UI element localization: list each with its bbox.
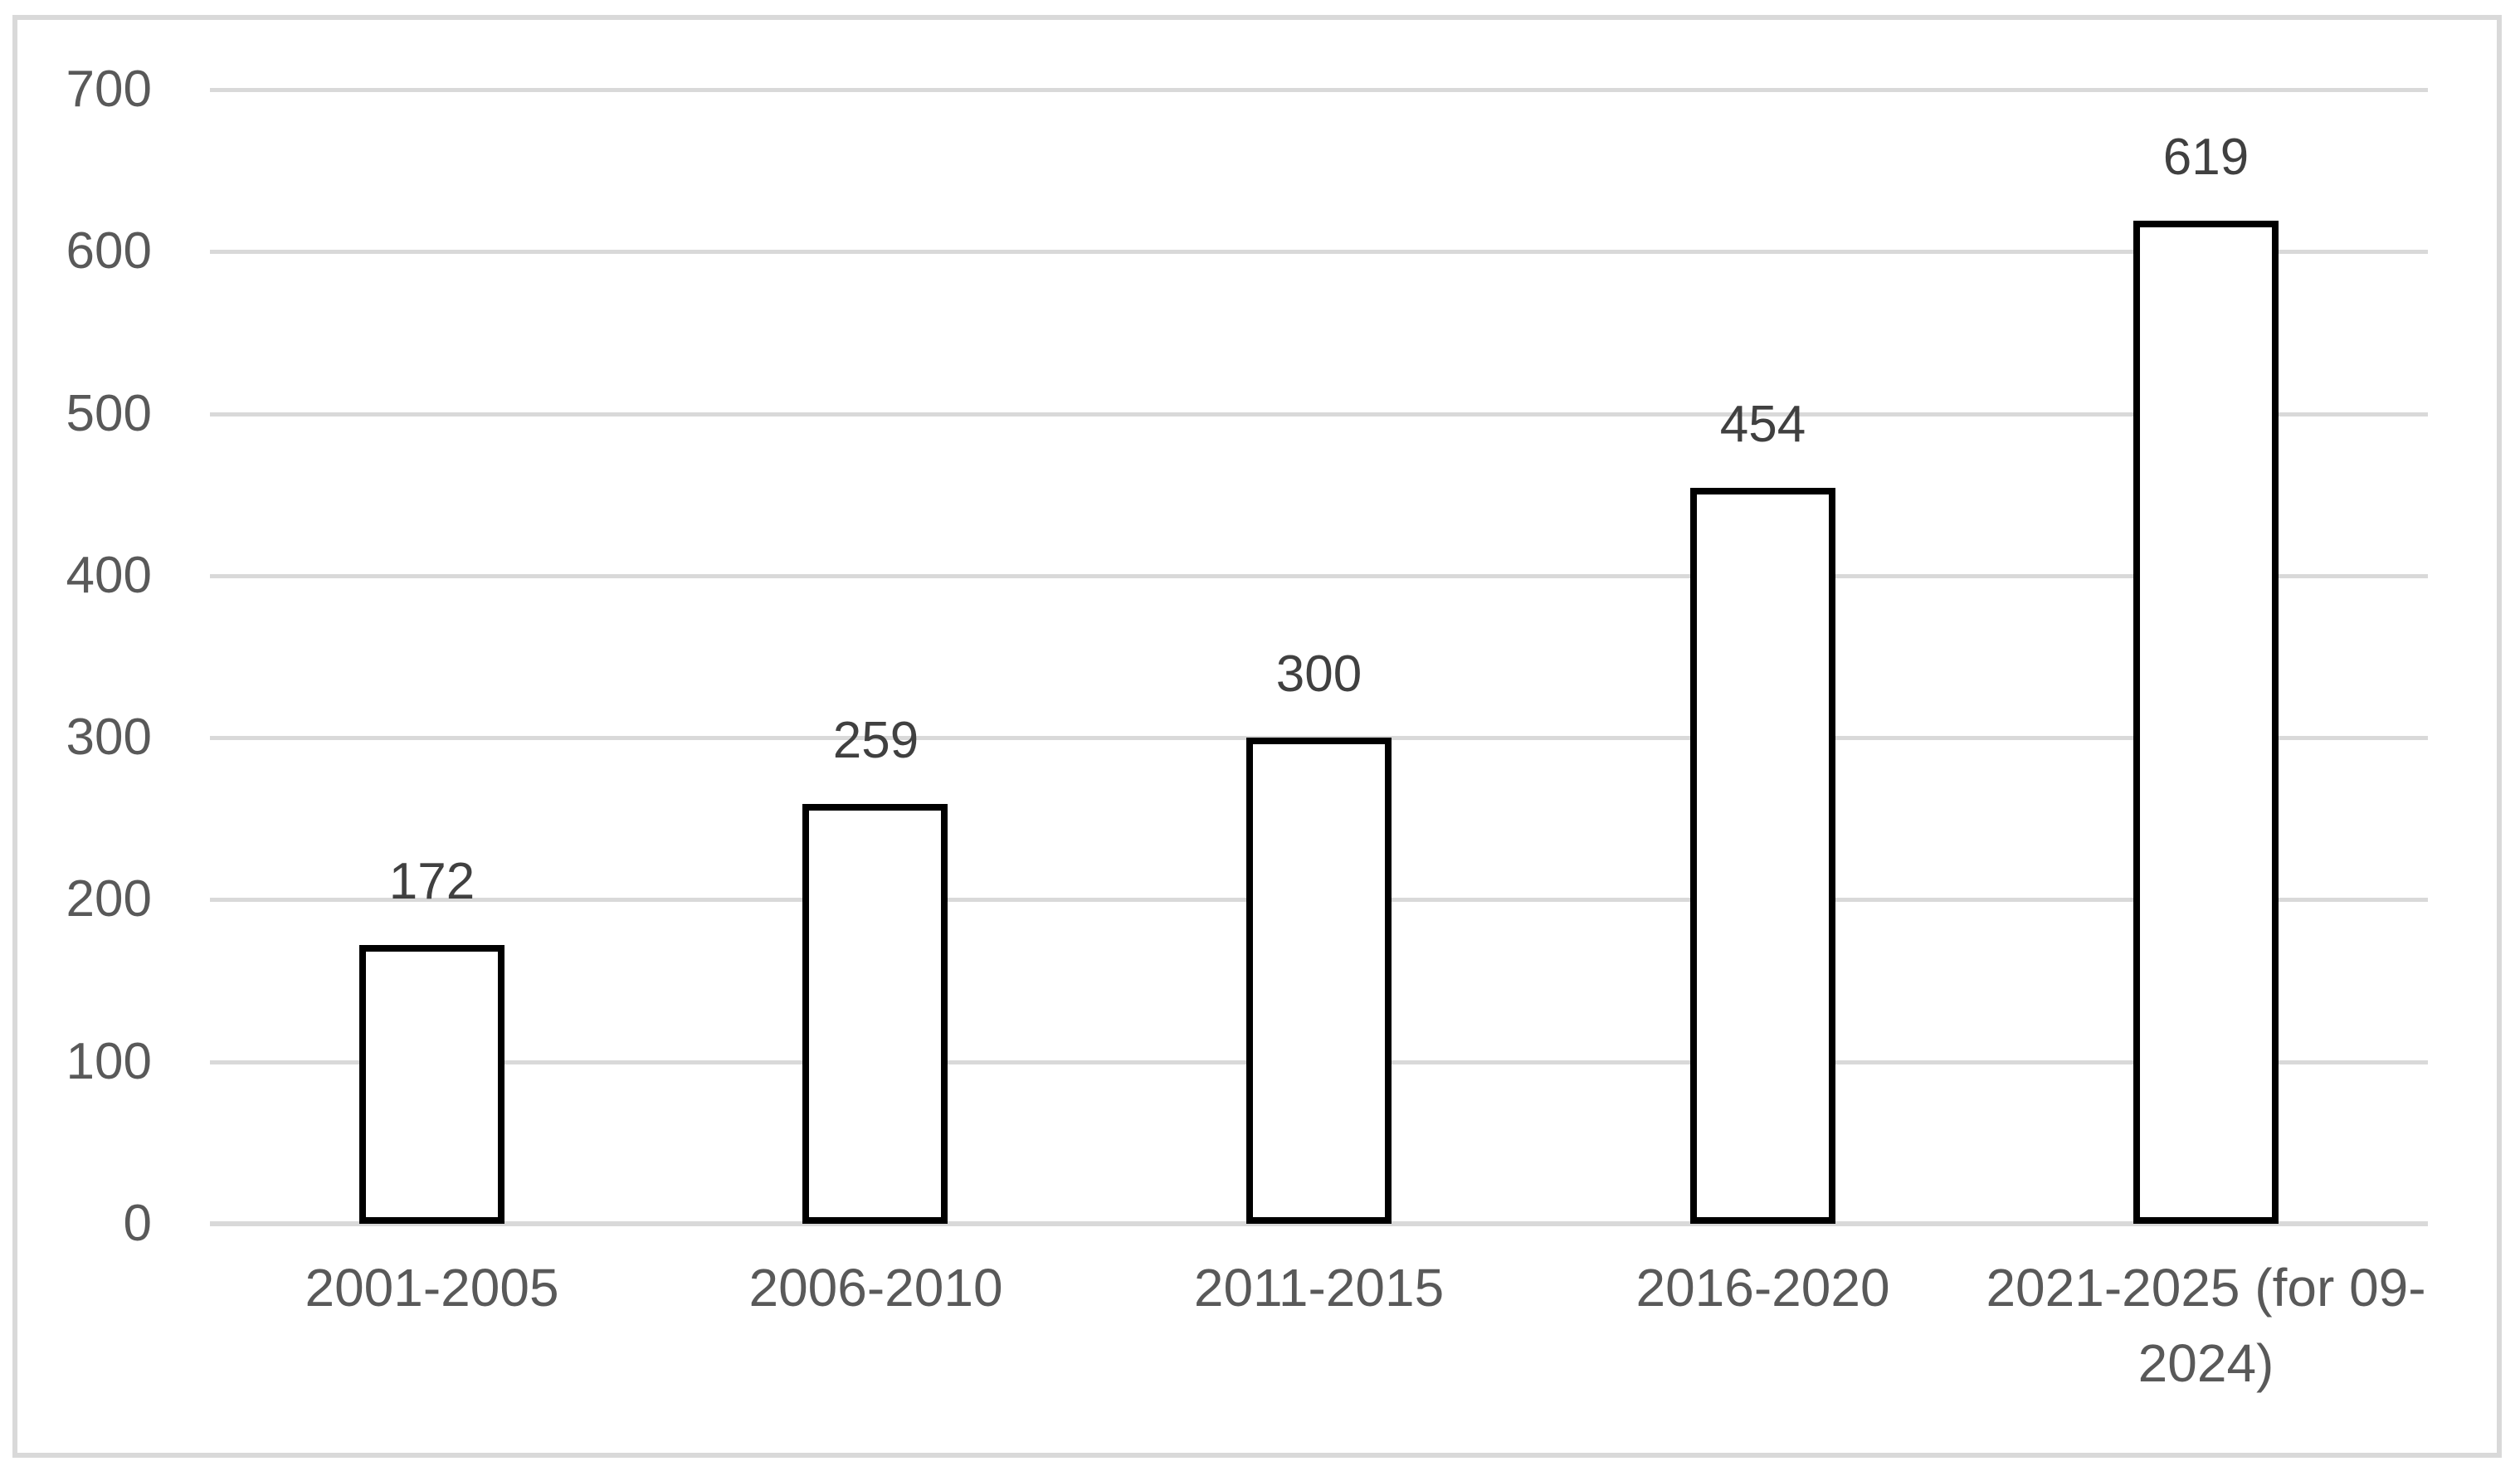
x-axis-baseline (210, 1221, 2428, 1226)
bar (1246, 738, 1392, 1224)
y-axis-tick-label: 100 (66, 1033, 152, 1090)
gridline (210, 412, 2428, 416)
y-axis-tick-label: 0 (123, 1195, 152, 1252)
bar (1690, 488, 1835, 1224)
x-axis-category-label: 2011-2015 (1193, 1258, 1445, 1318)
bar-value-label: 172 (388, 853, 475, 910)
plot-area: 172 259 300 454 619 (210, 88, 2428, 1226)
bar (359, 945, 504, 1224)
y-axis-tick-label: 700 (66, 61, 152, 118)
chart-frame: 172 259 300 454 619 0 100 200 300 400 500 600 700 2… (12, 15, 2502, 1458)
x-axis-category-label: 2006-2010 (748, 1258, 1003, 1318)
y-axis-tick-label: 200 (66, 870, 152, 928)
gridline (210, 250, 2428, 254)
x-axis-category-label: 2021-2025 (for 09-2024) (1986, 1258, 2426, 1393)
bar (802, 804, 948, 1224)
y-axis-tick-label: 300 (66, 709, 152, 766)
bar-value-label: 454 (1719, 396, 1806, 453)
x-axis-category-label: 2016-2020 (1635, 1258, 1890, 1318)
x-axis-category-label: 2001-2005 (305, 1258, 559, 1318)
gridline (210, 574, 2428, 578)
gridline (210, 88, 2428, 92)
y-axis-tick-label: 400 (66, 547, 152, 604)
bar-value-label: 619 (2162, 129, 2249, 186)
bar-value-label: 300 (1275, 645, 1362, 703)
y-axis-tick-label: 600 (66, 222, 152, 280)
bar (2133, 221, 2279, 1224)
y-axis-tick-label: 500 (66, 385, 152, 442)
bar-value-label: 259 (832, 712, 919, 769)
